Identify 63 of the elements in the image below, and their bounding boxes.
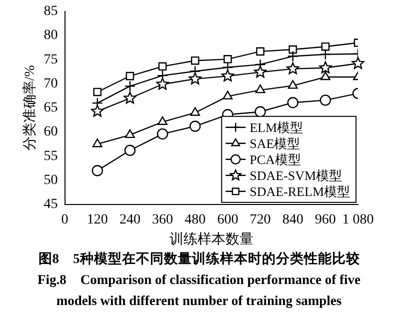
x-tick-label: 720 xyxy=(250,212,271,228)
point xyxy=(255,84,266,94)
point xyxy=(156,128,168,140)
point xyxy=(124,144,136,156)
x-tick-label: 1 080 xyxy=(342,212,374,228)
y-tick-label: 60 xyxy=(44,124,58,140)
y-tick-label: 70 xyxy=(44,76,58,92)
point xyxy=(222,90,233,100)
point xyxy=(126,72,134,80)
point xyxy=(320,48,332,60)
point xyxy=(91,104,104,117)
point xyxy=(352,56,364,69)
y-tick-label: 85 xyxy=(44,4,58,20)
point xyxy=(190,120,201,132)
x-tick-label: 0 xyxy=(61,212,68,228)
point xyxy=(190,56,200,65)
y-tick-label: 80 xyxy=(44,28,58,44)
point xyxy=(287,96,298,108)
point xyxy=(321,42,330,51)
legend-label: SAE模型 xyxy=(250,136,300,151)
point xyxy=(288,80,298,89)
point xyxy=(221,69,234,82)
legend-label: PCA模型 xyxy=(250,152,301,167)
point xyxy=(158,116,168,125)
point xyxy=(319,61,332,74)
caption: 图8 5种模型在不同数量训练样本时的分类性能比较 xyxy=(37,250,361,268)
point xyxy=(224,55,232,64)
y-tick-label: 55 xyxy=(44,148,58,164)
point xyxy=(320,71,330,80)
legend-label: SDAE-SVM模型 xyxy=(250,168,342,183)
y-axis-title: 分类准确率/% xyxy=(22,64,38,151)
point xyxy=(286,62,300,74)
caption: Fig.8 Comparison of classification performance of five models with different number of training samples xyxy=(36,271,362,310)
point xyxy=(158,62,167,71)
point xyxy=(188,72,202,84)
y-tick-label: 65 xyxy=(44,100,58,116)
point xyxy=(92,138,102,148)
x-tick-label: 480 xyxy=(184,212,206,228)
point xyxy=(93,88,102,96)
point xyxy=(124,80,136,92)
y-tick-label: 75 xyxy=(44,52,58,68)
point xyxy=(92,165,103,176)
legend-label: ELM模型 xyxy=(250,120,304,135)
point xyxy=(320,94,332,106)
legend-label: SDAE-RELM模型 xyxy=(250,184,350,199)
x-tick-label: 120 xyxy=(86,212,108,228)
x-axis-title: 训练样本数量 xyxy=(169,231,254,248)
point xyxy=(156,78,169,90)
y-tick-label: 50 xyxy=(44,172,58,188)
point xyxy=(256,47,264,56)
point xyxy=(190,107,200,116)
x-tick-label: 240 xyxy=(119,212,140,228)
x-tick-label: 960 xyxy=(314,212,336,228)
x-tick-label: 840 xyxy=(282,212,304,228)
point xyxy=(254,66,267,78)
point xyxy=(254,106,266,118)
point xyxy=(288,45,297,54)
point xyxy=(124,92,136,104)
point xyxy=(125,129,135,138)
y-tick-label: 45 xyxy=(44,197,58,212)
point xyxy=(287,50,298,62)
x-tick-label: 360 xyxy=(152,212,174,228)
x-tick-label: 600 xyxy=(217,212,238,228)
